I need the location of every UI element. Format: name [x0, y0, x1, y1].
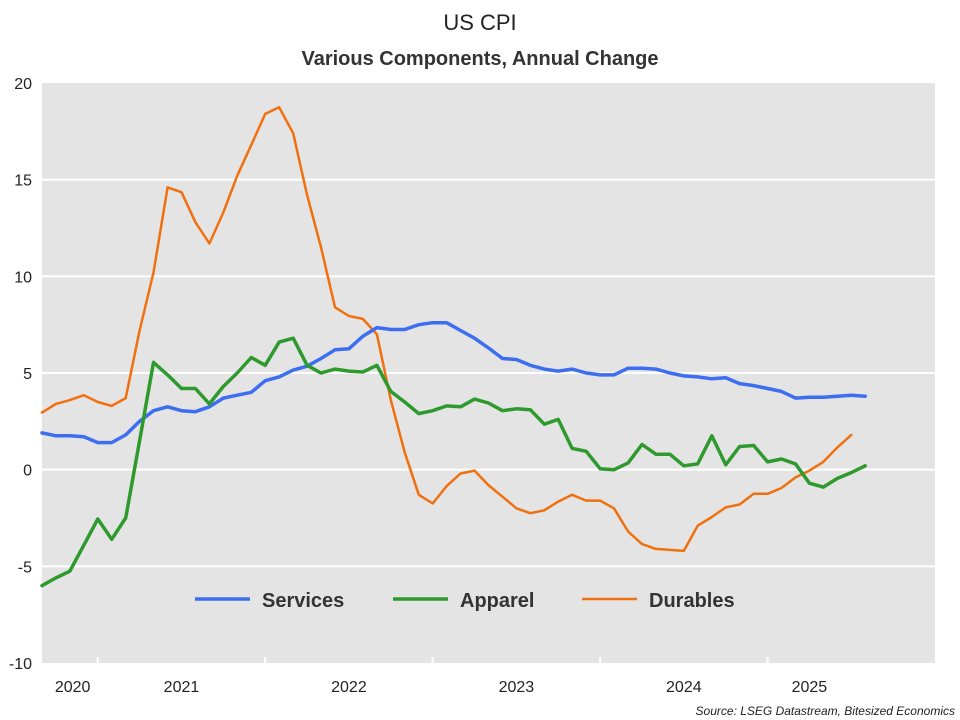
- x-tick-label: 2022: [331, 679, 367, 696]
- series-lines: [40, 105, 867, 588]
- x-tick-label: 2021: [164, 679, 200, 696]
- source-note: Source: LSEG Datastream, Bitesized Econo…: [696, 704, 955, 718]
- chart-title: US CPI: [443, 10, 516, 35]
- x-tick-label: 2023: [499, 679, 535, 696]
- x-axis-ticks: 2020 2021 2022 2023 2024 2025: [55, 657, 827, 696]
- x-tick-label: 2020: [55, 679, 91, 696]
- y-tick-label: 15: [14, 173, 32, 190]
- legend: Services Apparel Durables: [195, 590, 735, 612]
- series-line-services: [40, 320, 867, 445]
- y-tick-label: 5: [23, 366, 32, 383]
- y-axis-ticks: 20 15 10 5 0 -5 -10: [9, 76, 32, 673]
- chart-subtitle: Various Components, Annual Change: [301, 48, 658, 70]
- y-tick-label: -10: [9, 656, 32, 673]
- gridlines: [42, 178, 935, 568]
- y-tick-label: 20: [14, 76, 32, 93]
- series-line-apparel: [40, 336, 867, 588]
- y-tick-label: 0: [23, 463, 32, 480]
- legend-label-durables: Durables: [649, 590, 735, 612]
- legend-label-services: Services: [262, 590, 344, 612]
- y-tick-label: -5: [18, 559, 32, 576]
- y-tick-label: 10: [14, 269, 32, 286]
- legend-label-apparel: Apparel: [460, 590, 534, 612]
- x-tick-label: 2024: [666, 679, 702, 696]
- series-line-durables: [40, 105, 853, 553]
- x-tick-label: 2025: [792, 679, 828, 696]
